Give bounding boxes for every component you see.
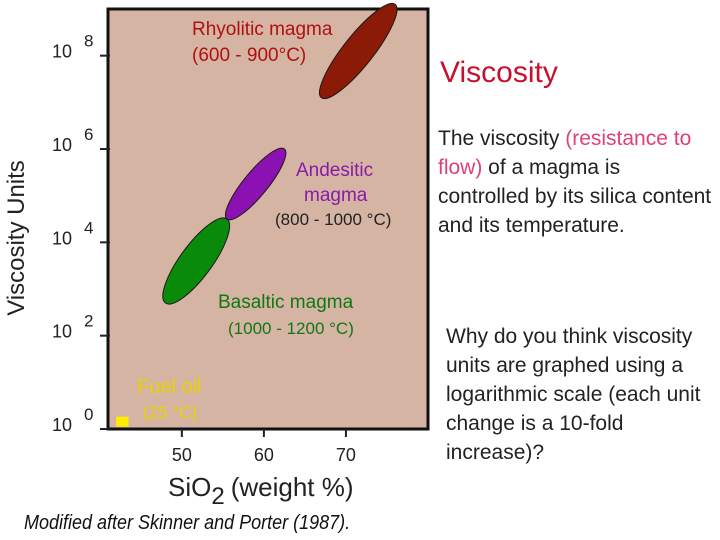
andesitic-label-line2: magma	[304, 185, 368, 206]
y-tick-label-exponent: 8	[84, 32, 93, 51]
basaltic-label: Basaltic magma	[218, 292, 354, 313]
rhyolitic-label: Rhyolitic magma	[192, 19, 333, 40]
intro-text-end: of a magma is controlled by its silica c…	[438, 156, 712, 237]
source-credit: Modified after Skinner and Porter (1987)…	[24, 512, 351, 534]
y-tick-label-exponent: 2	[84, 312, 93, 331]
question-paragraph: Why do you think viscosity units are gra…	[446, 325, 701, 464]
slide-title: Viscosity	[440, 56, 558, 89]
x-axis-label: SiO2 (weight %)	[168, 472, 354, 510]
y-tick-label-base: 10	[52, 42, 72, 62]
x-axis-label-main: SiO	[168, 472, 211, 502]
y-axis-label: Viscosity Units	[3, 160, 30, 316]
y-tick-label-exponent: 0	[84, 405, 93, 424]
plot-area	[106, 7, 430, 431]
fuel-oil-marker	[116, 416, 129, 427]
y-tick-label-base: 10	[52, 228, 72, 248]
y-tick-label-exponent: 4	[84, 218, 93, 237]
andesitic-label: Andesitic	[296, 160, 373, 181]
x-axis-label-subscript: 2	[211, 483, 224, 510]
rhyolitic-magma-band	[319, 2, 398, 100]
intro-paragraph: The viscosity (resistance to flow) of a …	[438, 124, 713, 240]
y-tick-label-base: 10	[52, 135, 72, 155]
y-tick-label-exponent: 6	[84, 125, 93, 144]
x-tick-label: 50	[172, 445, 192, 465]
basaltic-magma-band	[162, 217, 231, 305]
y-tick-label-base: 10	[52, 415, 72, 435]
x-tick-label: 70	[336, 445, 356, 465]
x-tick-label: 60	[254, 445, 274, 465]
intro-text-start: The viscosity	[438, 127, 566, 150]
intro-highlight: (resistance to flow)	[438, 127, 692, 179]
rhyolitic-range-label: (600 - 900°C)	[192, 45, 306, 66]
basaltic-range-label: (1000 - 1200 °C)	[228, 319, 354, 338]
x-axis-label-unit: (weight %)	[231, 472, 354, 502]
fuel-oil-range-label: (25 °C)	[143, 403, 197, 422]
viscosity-chart: 10 0 10 2 10 4 10 6 10 8 50 60 70 Viscosity Units S…	[3, 2, 430, 510]
andesitic-range-label: (800 - 1000 °C)	[275, 210, 391, 229]
fuel-oil-label: Fuel oil	[137, 376, 201, 398]
y-tick-label-base: 10	[52, 322, 72, 342]
